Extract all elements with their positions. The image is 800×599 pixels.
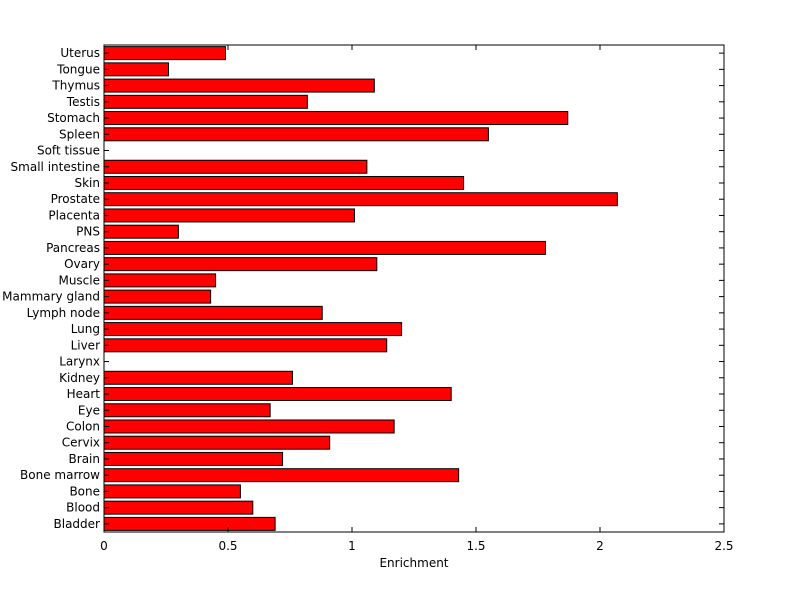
y-tick-label: Stomach	[47, 111, 100, 125]
y-tick-label: PNS	[76, 225, 100, 239]
y-tick-label: Lung	[71, 322, 100, 336]
y-tick-label: Prostate	[51, 192, 100, 206]
bar-uterus	[103, 46, 227, 61]
y-tick-label: Brain	[69, 452, 100, 466]
y-tick-label: Larynx	[59, 355, 100, 369]
x-axis-ticks: 0 0.5 1 1.5 2 2.5	[100, 45, 734, 553]
bar-pns	[103, 224, 179, 239]
bar-eye	[103, 403, 271, 418]
bar-brain	[103, 451, 284, 466]
y-tick-label: Muscle	[58, 273, 100, 287]
bar-ovary	[103, 257, 378, 272]
y-tick-label: Placenta	[48, 208, 100, 222]
y-tick-label: Uterus	[60, 46, 100, 60]
bar-pancreas	[103, 240, 546, 255]
y-tick-label: Bone	[69, 484, 100, 498]
y-tick-label: Spleen	[59, 127, 100, 141]
y-tick-label: Lymph node	[27, 306, 100, 320]
bar-lung	[103, 322, 403, 337]
bars-group	[103, 46, 618, 531]
bar-liver	[103, 338, 388, 353]
bar-prostate	[103, 192, 618, 207]
x-tick-label: 0.5	[218, 539, 237, 553]
bar-skin	[103, 175, 465, 190]
y-tick-label: Skin	[74, 176, 100, 190]
y-tick-label: Colon	[66, 419, 100, 433]
y-axis-ticks: Bladder Blood Bone Bone marrow Brain Cervix Co…	[2, 46, 724, 531]
bar-colon	[103, 419, 395, 434]
bar-muscle	[103, 273, 217, 288]
y-tick-label: Eye	[78, 403, 100, 417]
x-tick-label: 1.5	[466, 539, 485, 553]
y-tick-label: Liver	[71, 338, 101, 352]
y-tick-label: Kidney	[59, 371, 100, 385]
y-tick-label: Cervix	[62, 436, 100, 450]
bar-cervix	[103, 435, 331, 450]
x-tick-label: 1	[348, 539, 356, 553]
bar-stomach	[103, 111, 569, 126]
y-tick-label: Small intestine	[11, 160, 100, 174]
bar-tongue	[103, 62, 169, 77]
y-tick-label: Pancreas	[46, 241, 100, 255]
bar-spleen	[103, 127, 489, 142]
bar-kidney	[103, 370, 293, 385]
y-tick-label: Blood	[66, 501, 100, 515]
y-tick-label: Bladder	[54, 517, 101, 531]
bar-bladder	[103, 516, 276, 531]
bar-bone-marrow	[103, 468, 460, 483]
y-tick-label: Heart	[67, 387, 101, 401]
bar-placenta	[103, 208, 355, 223]
y-tick-label: Soft tissue	[37, 144, 100, 158]
y-tick-label: Thymus	[51, 79, 100, 93]
bar-mammary-gland	[103, 289, 212, 304]
x-tick-label: 2.5	[714, 539, 733, 553]
y-tick-label: Tongue	[56, 62, 100, 76]
bar-testis	[103, 94, 308, 109]
x-tick-label: 0	[100, 539, 108, 553]
x-tick-label: 2	[596, 539, 604, 553]
y-tick-label: Ovary	[64, 257, 100, 271]
y-tick-label: Bone marrow	[20, 468, 100, 482]
bar-small-intestine	[103, 159, 368, 174]
plot-area-frame	[103, 44, 725, 533]
y-tick-label: Mammary gland	[2, 290, 100, 304]
bar-thymus	[103, 78, 375, 93]
y-tick-label: Testis	[66, 95, 100, 109]
bar-lymph-node	[103, 305, 323, 320]
bar-blood	[103, 500, 254, 515]
bar-bone	[103, 484, 241, 499]
x-axis-label: Enrichment	[379, 556, 448, 570]
bar-heart	[103, 387, 452, 402]
